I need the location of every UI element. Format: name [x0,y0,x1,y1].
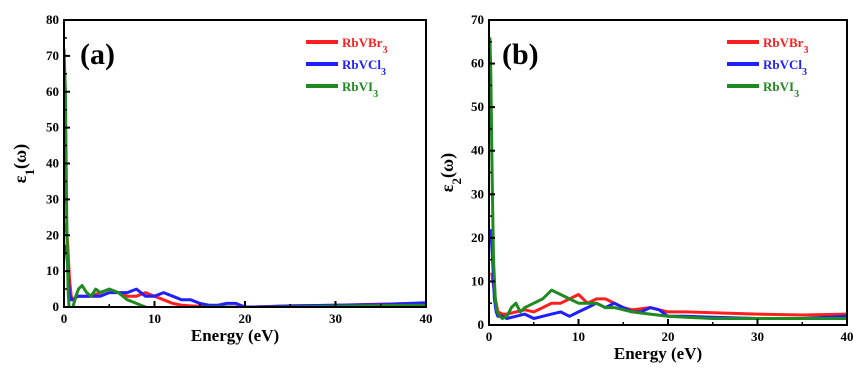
y-tick-label: 80 [46,12,59,27]
x-tick-label: 20 [662,329,675,344]
series-line-RbVBr3 [64,223,426,307]
y-tick-label: 40 [471,143,484,158]
x-axis-label: Energy (eV) [191,326,279,345]
y-tick-label: 0 [53,299,60,314]
series-line-RbVCl3 [64,244,426,307]
y-tick-label: 50 [46,120,59,135]
chart-panel-a: 0 10 20 30 40 0 10 20 30 40 50 60 70 80 Energy (eV) ε1(… [10,12,433,345]
y-tick-label: 50 [471,99,484,114]
x-tick-label: 10 [572,329,585,344]
x-axis-label: Energy (eV) [614,344,702,363]
x-tick-label: 40 [841,329,853,344]
y-tick-label: 70 [46,48,59,63]
y-tick-label: 70 [471,12,484,27]
y-tick-label: 30 [46,191,59,206]
legend-entry: RbVCl3 [763,57,807,78]
series-line-RbVCl3 [489,229,847,320]
y-tick-label: 60 [46,84,59,99]
x-tick-label: 30 [329,311,342,326]
legend-entry: RbVI3 [342,79,378,100]
y-tick-label: 20 [46,227,59,242]
y-axis-label: ε2(ω) [437,153,464,192]
x-tick-label: 0 [61,311,68,326]
legend-entry: RbVBr3 [763,35,808,56]
series-line-RbVI3 [489,37,847,320]
y-axis-label: ε1(ω) [10,144,37,183]
x-tick-label: 20 [239,311,252,326]
y-tick-label: 10 [471,273,484,288]
y-tick-label: 20 [471,230,484,245]
series-line-RbVBr3 [490,272,847,317]
y-tick-label: 40 [46,156,59,171]
legend-entry: RbVBr3 [342,35,387,56]
panel-label: (a) [80,38,115,71]
x-tick-label: 40 [420,311,433,326]
y-tick-label: 0 [478,317,485,332]
chart-panel-b: 0 10 20 30 40 0 10 20 30 40 50 60 70 Energy (eV) ε2(ω)… [437,12,853,363]
x-tick-label: 0 [486,329,493,344]
panel-label: (b) [502,38,539,71]
x-tick-label: 10 [148,311,161,326]
legend-entry: RbVCl3 [342,57,386,78]
x-tick-label: 30 [751,329,764,344]
legend-entry: RbVI3 [763,79,799,100]
y-tick-label: 10 [46,263,59,278]
y-tick-label: 60 [471,56,484,71]
series-line-RbVI3 [64,48,426,307]
y-tick-label: 30 [471,186,484,201]
